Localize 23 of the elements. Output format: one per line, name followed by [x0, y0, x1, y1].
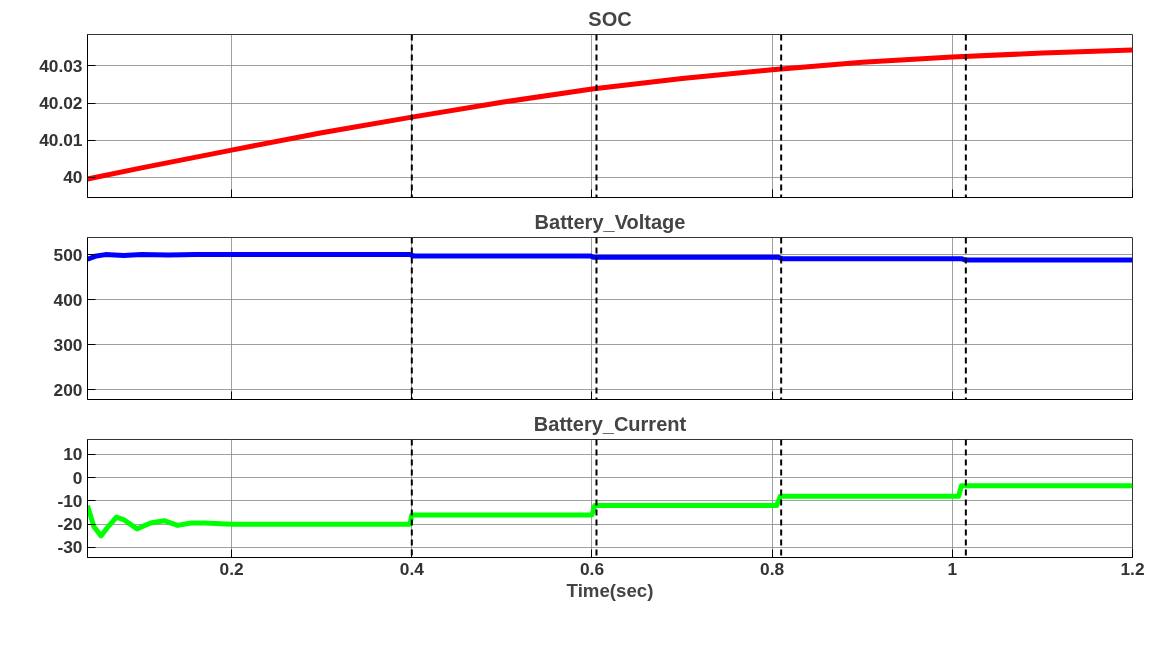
y-tick-label: 200 [53, 379, 83, 400]
y-tick-label: 500 [53, 244, 83, 265]
x-tick-label: 0.4 [399, 558, 425, 579]
chart-title: Battery_Current [533, 412, 687, 435]
y-tick-label: 40.02 [39, 93, 83, 114]
x-axis-title: Time(sec) [566, 579, 654, 601]
y-tick-label: 0 [72, 467, 83, 488]
chart-title: Battery_Voltage [534, 210, 686, 233]
y-tick-label: 400 [53, 289, 83, 310]
y-tick-label: 40.03 [39, 55, 83, 76]
x-tick-label: 0.2 [219, 558, 244, 579]
chart-title: SOC [588, 7, 632, 30]
y-tick-label: 40.01 [39, 130, 83, 151]
x-tick-label: 1 [947, 558, 958, 579]
y-tick-label: 10 [63, 444, 83, 465]
y-tick-label: -30 [57, 537, 83, 558]
y-tick-label: -20 [57, 514, 83, 535]
x-tick-label: 0.8 [760, 558, 785, 579]
x-tick-label: 1.2 [1120, 558, 1145, 579]
y-tick-label: 300 [53, 334, 83, 355]
x-tick-label: 0.6 [579, 558, 605, 579]
y-tick-label: -10 [57, 490, 83, 511]
y-tick-label: 40 [63, 167, 83, 188]
